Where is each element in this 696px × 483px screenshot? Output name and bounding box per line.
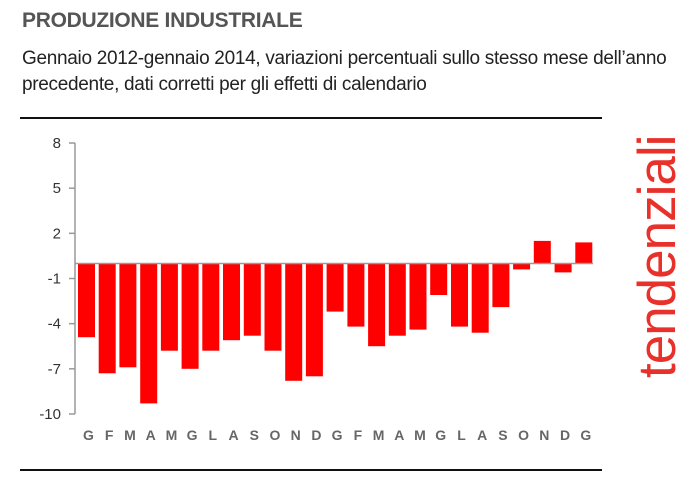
y-tick-label: -7 xyxy=(48,361,61,378)
x-tick-label: A xyxy=(394,427,404,443)
x-tick-label: G xyxy=(332,427,343,443)
x-tick-label: M xyxy=(414,427,426,443)
bar xyxy=(575,242,593,264)
bar xyxy=(347,263,365,327)
chart-subtitle: Gennaio 2012-gennaio 2014, variazioni pe… xyxy=(22,48,667,95)
x-tick-label: F xyxy=(354,427,363,443)
bar xyxy=(202,263,220,351)
y-tick-label: -10 xyxy=(39,406,61,423)
x-tick-label: N xyxy=(291,427,301,443)
x-tick-label: N xyxy=(539,427,549,443)
bars xyxy=(75,240,593,404)
bar xyxy=(326,263,344,312)
x-tick-label: G xyxy=(83,427,94,443)
x-tick-label: M xyxy=(166,427,178,443)
bar xyxy=(140,263,158,404)
chart-title: PRODUZIONE INDUSTRIALE xyxy=(22,9,303,32)
x-tick-label: A xyxy=(146,427,156,443)
bottom-rule xyxy=(20,469,602,471)
side-label: tendenziali xyxy=(628,135,687,378)
x-tick-label: O xyxy=(270,427,281,443)
bar xyxy=(98,263,116,374)
bar xyxy=(451,263,468,327)
bar xyxy=(119,263,137,368)
x-tick-label: O xyxy=(518,427,529,443)
top-rule xyxy=(20,117,602,119)
y-tick-label: 5 xyxy=(53,180,61,197)
bar xyxy=(264,263,282,351)
x-tick-label: D xyxy=(311,427,321,443)
x-tick-label: M xyxy=(373,427,385,443)
bar xyxy=(533,240,551,264)
y-tick-label: -1 xyxy=(48,271,61,288)
x-tick-label: A xyxy=(477,427,487,443)
x-tick-label: D xyxy=(560,427,570,443)
x-tick-label: L xyxy=(457,427,466,443)
x-tick-label: S xyxy=(498,427,507,443)
x-tick-label: A xyxy=(228,427,238,443)
bar xyxy=(305,263,323,377)
bar xyxy=(554,263,572,273)
bar xyxy=(471,263,489,333)
bar xyxy=(181,263,199,369)
bar xyxy=(513,263,531,270)
bar xyxy=(409,263,427,330)
bar xyxy=(243,263,261,336)
y-tick-label: -4 xyxy=(48,316,61,333)
x-tick-label: G xyxy=(580,427,591,443)
x-tick-label: M xyxy=(124,427,136,443)
bar xyxy=(78,263,95,338)
bar xyxy=(388,263,406,336)
bar xyxy=(430,263,448,295)
x-tick-label: S xyxy=(250,427,259,443)
bar xyxy=(285,263,303,381)
x-tick-label: G xyxy=(187,427,198,443)
x-tick-label: F xyxy=(105,427,114,443)
bar xyxy=(368,263,386,347)
y-axis: 8 5 2 -1 -4 -7 -10 xyxy=(39,135,76,423)
x-tick-label: L xyxy=(209,427,218,443)
bar xyxy=(492,263,510,308)
x-tick-label: G xyxy=(435,427,446,443)
bar xyxy=(160,263,178,351)
y-tick-label: 2 xyxy=(53,225,61,242)
y-tick-label: 8 xyxy=(53,135,61,152)
bar xyxy=(223,263,240,341)
